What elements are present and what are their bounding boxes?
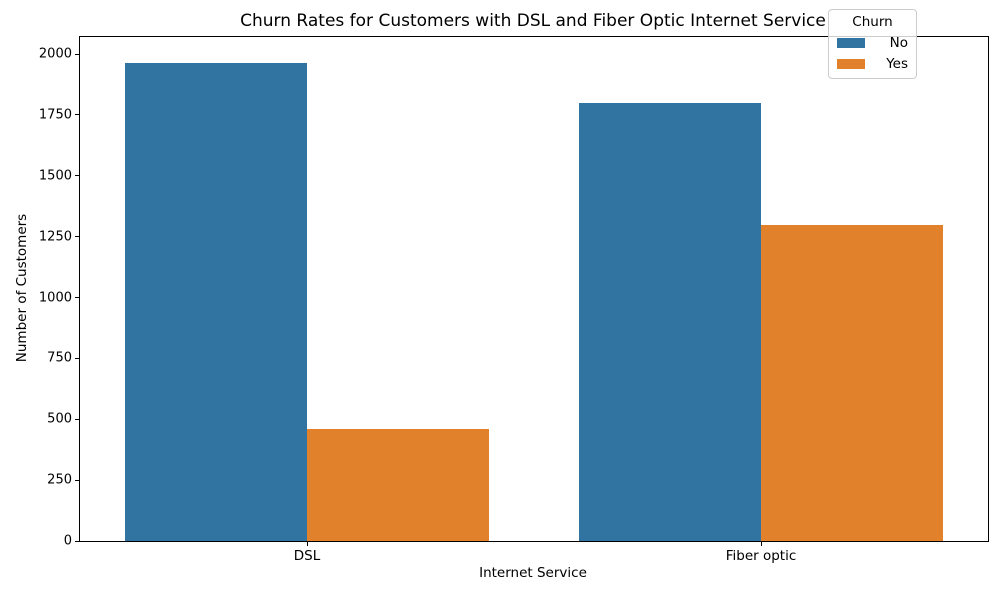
chart-title: Churn Rates for Customers with DSL and F…: [240, 11, 826, 31]
legend-swatch-yes: [837, 59, 865, 69]
legend-label-yes: Yes: [886, 56, 908, 72]
y-tick-mark-1000: [75, 297, 79, 299]
x-tick-label-dsl: DSL: [293, 548, 321, 564]
plot-area: 0 250 500 750 1000 1250 1500 1750 2000 DSL Fiber o…: [39, 36, 989, 564]
y-tick-mark-2000: [75, 53, 79, 55]
y-tick-label-500: 500: [47, 411, 72, 427]
legend-label-no: No: [889, 35, 908, 51]
y-tick-mark-1500: [75, 175, 79, 177]
bar-fiber-optic-no: [579, 102, 761, 541]
bar-fiber-optic-yes: [761, 225, 943, 541]
y-tick-label-750: 750: [47, 350, 72, 366]
legend-entry-no: No: [837, 35, 908, 51]
y-tick-label-1500: 1500: [38, 168, 72, 184]
y-tick-label-0: 0: [63, 533, 72, 549]
y-tick-label-1750: 1750: [38, 107, 72, 123]
y-axis-label: Number of Customers: [14, 213, 30, 363]
x-tick-mark-dsl: [306, 542, 308, 546]
x-axis-label: Internet Service: [479, 565, 587, 581]
legend-swatch-no: [837, 38, 865, 48]
y-tick-mark-1750: [75, 114, 79, 116]
y-tick-label-2000: 2000: [38, 46, 72, 62]
y-tick-mark-250: [75, 479, 79, 481]
y-tick-mark-500: [75, 418, 79, 420]
legend-entry-yes: Yes: [837, 56, 908, 72]
y-tick-label-1250: 1250: [38, 229, 72, 245]
legend: Churn No Yes: [828, 9, 917, 79]
bar-dsl-yes: [307, 429, 489, 541]
x-tick-mark-fiber-optic: [760, 542, 762, 546]
y-tick-mark-0: [75, 540, 79, 542]
y-tick-mark-750: [75, 357, 79, 359]
y-tick-label-250: 250: [47, 472, 72, 488]
x-tick-label-fiber-optic: Fiber optic: [725, 548, 797, 564]
y-tick-mark-1250: [75, 236, 79, 238]
y-tick-label-1000: 1000: [38, 290, 72, 306]
bar-dsl-no: [125, 63, 307, 541]
legend-title: Churn: [852, 14, 893, 30]
